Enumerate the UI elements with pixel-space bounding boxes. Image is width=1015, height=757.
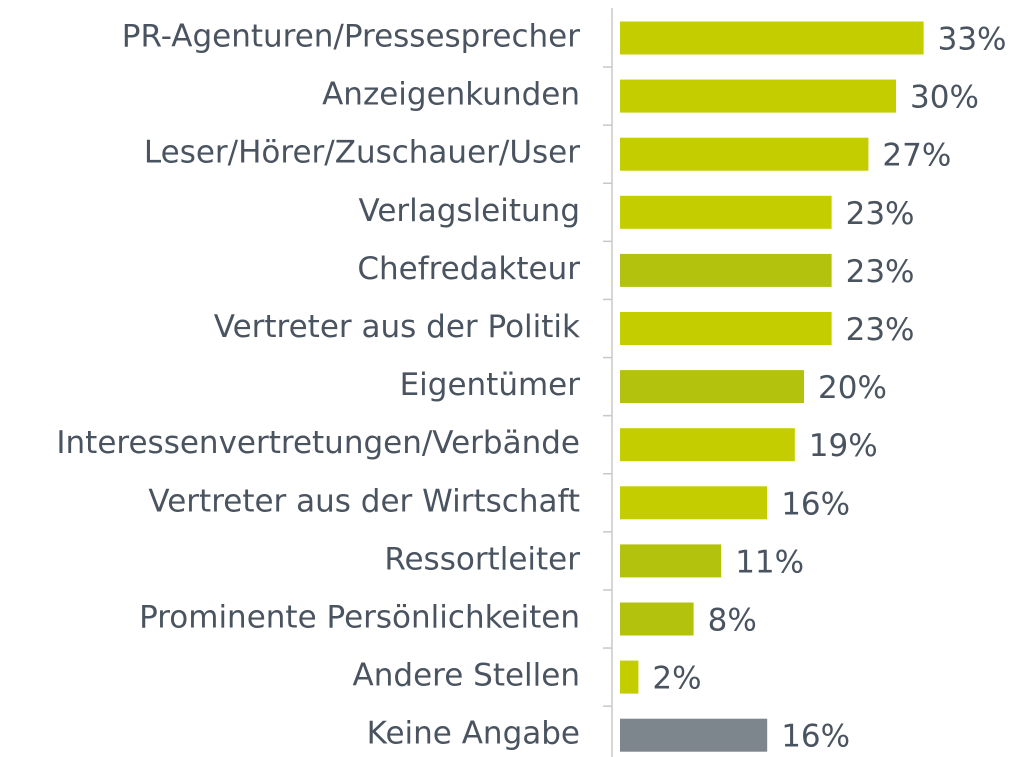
category-label: Prominente Persönlichkeiten	[139, 600, 580, 636]
category-label: Leser/Hörer/Zuschauer/User	[144, 135, 580, 171]
value-label: 33%	[938, 22, 1007, 58]
category-label: Ressortleiter	[384, 541, 580, 577]
bar	[620, 602, 694, 636]
category-label: Anzeigenkunden	[322, 77, 580, 113]
bar	[620, 486, 768, 520]
bar	[620, 195, 832, 229]
category-label: PR-Agenturen/Pressesprecher	[122, 19, 581, 55]
value-label: 11%	[735, 544, 804, 580]
category-label: Vertreter aus der Politik	[214, 309, 580, 345]
category-label: Vertreter aus der Wirtschaft	[148, 483, 580, 519]
category-label: Verlagsleitung	[359, 193, 580, 229]
value-label: 20%	[818, 370, 887, 406]
value-label: 2%	[652, 661, 701, 697]
category-label: Chefredakteur	[357, 251, 580, 287]
value-label: 23%	[846, 196, 915, 232]
bar	[620, 544, 722, 578]
bar	[620, 428, 795, 462]
bar	[620, 312, 832, 345]
category-label: Keine Angabe	[367, 716, 580, 752]
value-label: 16%	[781, 486, 850, 522]
bar	[620, 21, 924, 55]
value-label: 16%	[781, 719, 850, 755]
bar	[620, 370, 804, 404]
category-label: Andere Stellen	[353, 658, 580, 694]
bar	[620, 718, 768, 752]
value-label: 23%	[846, 254, 915, 290]
bar	[620, 253, 832, 287]
value-label: 23%	[846, 312, 915, 348]
value-label: 19%	[809, 428, 878, 464]
category-label: Eigentümer	[400, 367, 581, 403]
bar	[620, 137, 869, 171]
value-label: 27%	[882, 138, 951, 174]
bar	[620, 660, 639, 694]
value-label: 30%	[910, 80, 979, 116]
value-label: 8%	[708, 603, 757, 639]
bar	[620, 79, 896, 113]
category-label: Interessenvertretungen/Verbände	[56, 425, 580, 461]
